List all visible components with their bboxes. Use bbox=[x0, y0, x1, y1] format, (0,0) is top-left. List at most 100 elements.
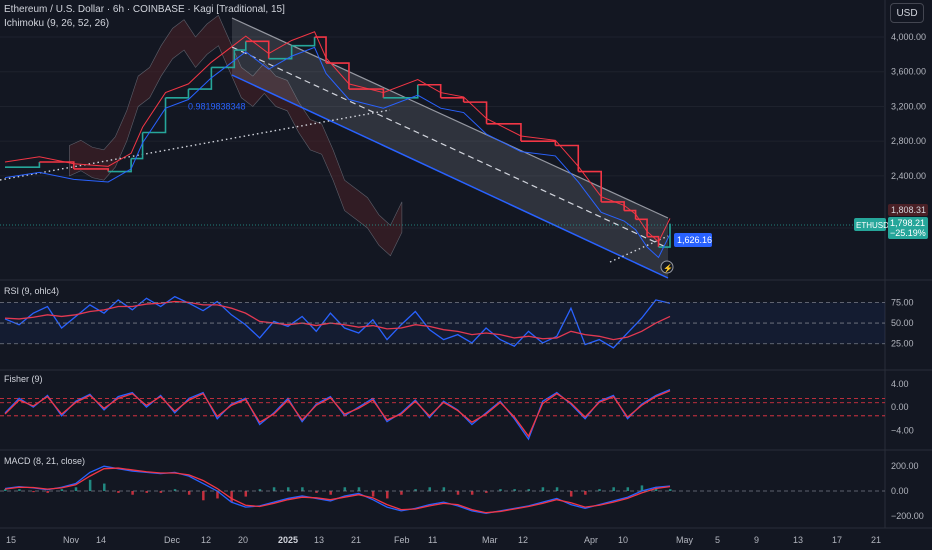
macd-histogram-bar bbox=[329, 491, 332, 495]
macd-panel-series-1 bbox=[4, 467, 671, 514]
macd-histogram-bar bbox=[414, 489, 417, 491]
time-tick-label: 21 bbox=[871, 535, 881, 545]
trend-line-dotted-2 bbox=[609, 235, 669, 263]
price-badge-high bbox=[888, 204, 928, 216]
price-tick-label: 3,600.00 bbox=[891, 67, 926, 77]
kagi-segment bbox=[658, 223, 671, 248]
macd-histogram-bar bbox=[258, 489, 262, 491]
macd-histogram-bar bbox=[301, 487, 304, 491]
macd-histogram-bar bbox=[598, 489, 601, 491]
macd-histogram-bar bbox=[18, 489, 21, 491]
macd-histogram-bar bbox=[103, 483, 106, 491]
kagi-segment bbox=[601, 201, 625, 211]
kagi-segment bbox=[188, 67, 213, 90]
macd-histogram-bar bbox=[286, 487, 290, 491]
fisher-panel-tick-label: 0.00 bbox=[891, 402, 909, 412]
price-tick-label: 3,200.00 bbox=[891, 101, 926, 111]
macd-histogram-bar bbox=[244, 491, 248, 497]
rsi-panel-tick-label: 50.00 bbox=[891, 318, 914, 328]
kagi-segment bbox=[486, 123, 522, 142]
time-tick-label: 12 bbox=[201, 535, 211, 545]
macd-histogram-bar bbox=[202, 491, 205, 501]
macd-histogram-bar bbox=[555, 487, 559, 491]
time-tick-label: 17 bbox=[832, 535, 842, 545]
macd-histogram-bar bbox=[117, 491, 120, 493]
macd-histogram-bar bbox=[159, 491, 163, 493]
price-tick-label: 2,800.00 bbox=[891, 136, 926, 146]
rsi-panel: RSI (9, ohlc4) bbox=[0, 286, 885, 349]
kagi-segment bbox=[520, 140, 557, 146]
axes: 4,000.00 3,600.00 3,200.00 2,800.00 2,400.00… bbox=[6, 32, 928, 545]
time-tick-label: 14 bbox=[96, 535, 106, 545]
rsi-panel-title: RSI (9, ohlc4) bbox=[4, 286, 59, 296]
macd-histogram-bar bbox=[357, 487, 361, 491]
fisher-panel-series-1 bbox=[4, 390, 671, 438]
time-tick-label: 13 bbox=[314, 535, 324, 545]
price-badge-high-text: 1,808.31 bbox=[891, 205, 926, 215]
price-tick-label: 2,400.00 bbox=[891, 171, 926, 181]
fisher-panel-tick-label: 4.00 bbox=[891, 379, 909, 389]
trend-line-dotted bbox=[0, 109, 391, 181]
macd-histogram-bar bbox=[669, 489, 672, 491]
macd-histogram-bar bbox=[584, 491, 587, 495]
macd-panel-tick-label: 0.00 bbox=[891, 486, 909, 496]
kagi-segment bbox=[142, 97, 167, 134]
kagi-segment bbox=[440, 96, 465, 103]
time-tick-label: Dec bbox=[164, 535, 181, 545]
macd-histogram-bar bbox=[187, 491, 191, 495]
macd-histogram-bar bbox=[173, 489, 177, 491]
kagi-segment bbox=[5, 162, 41, 169]
lightning-icon bbox=[660, 260, 674, 274]
macd-histogram-bar bbox=[626, 487, 630, 491]
rsi-panel-series-1 bbox=[4, 300, 671, 341]
fib-label: 0.9819838348 bbox=[188, 102, 246, 112]
kagi-segment bbox=[165, 89, 190, 99]
kagi-segment bbox=[131, 132, 144, 160]
macd-histogram-bar bbox=[32, 491, 35, 493]
kagi-segment bbox=[211, 50, 236, 69]
symbol-title: Ethereum / U.S. Dollar · 6h · COINBASE ·… bbox=[4, 4, 285, 15]
macd-histogram-bar bbox=[216, 491, 219, 499]
kagi-segment bbox=[624, 209, 637, 220]
kagi-segment bbox=[268, 45, 293, 60]
ichimoku-base-line bbox=[4, 31, 671, 243]
time-tick-label: 13 bbox=[793, 535, 803, 545]
fisher-panel-tick-label: −4.00 bbox=[891, 425, 914, 435]
macd-histogram-bar bbox=[74, 487, 78, 491]
fisher-panel-series-0 bbox=[4, 389, 671, 441]
price-tick-label: 4,000.00 bbox=[891, 32, 926, 42]
kagi-segment bbox=[73, 168, 109, 172]
macd-panel-tick-label: −200.00 bbox=[891, 511, 924, 521]
time-tick-label: 15 bbox=[6, 535, 16, 545]
currency-button[interactable]: USD bbox=[890, 3, 924, 23]
macd-histogram-bar bbox=[145, 491, 148, 493]
rsi-panel-tick-label: 25.00 bbox=[891, 339, 914, 349]
time-tick-label: 10 bbox=[618, 535, 628, 545]
macd-histogram-bar bbox=[470, 491, 474, 495]
macd-histogram-bar bbox=[60, 489, 64, 491]
kagi-segment bbox=[417, 83, 442, 98]
ichimoku-label: Ichimoku (9, 26, 52, 26) bbox=[4, 18, 110, 29]
last-price-text: 1,798.21 bbox=[890, 218, 925, 228]
macd-histogram-bar bbox=[442, 487, 446, 491]
macd-histogram-bar bbox=[371, 491, 375, 497]
macd-histogram-bar bbox=[4, 489, 7, 491]
kagi-segment bbox=[234, 41, 247, 51]
rsi-panel-tick-label: 75.00 bbox=[891, 297, 914, 307]
macd-histogram-bar bbox=[640, 485, 644, 491]
time-tick-label: Feb bbox=[394, 535, 410, 545]
macd-histogram-bar bbox=[428, 487, 431, 491]
macd-panel-tick-label: 200.00 bbox=[891, 461, 919, 471]
time-tick-label: Apr bbox=[584, 535, 598, 545]
fisher-panel-title: Fisher (9) bbox=[4, 374, 43, 384]
macd-histogram-bar bbox=[46, 491, 49, 493]
kagi-segment bbox=[291, 37, 316, 47]
macd-histogram-bar bbox=[569, 491, 573, 497]
kagi-segment bbox=[108, 158, 132, 173]
macd-histogram-bar bbox=[131, 491, 134, 495]
kagi-segment bbox=[326, 62, 350, 90]
macd-panel: MACD (8, 21, close) bbox=[0, 456, 885, 514]
kagi-segment bbox=[463, 101, 488, 124]
time-tick-label: 21 bbox=[351, 535, 361, 545]
